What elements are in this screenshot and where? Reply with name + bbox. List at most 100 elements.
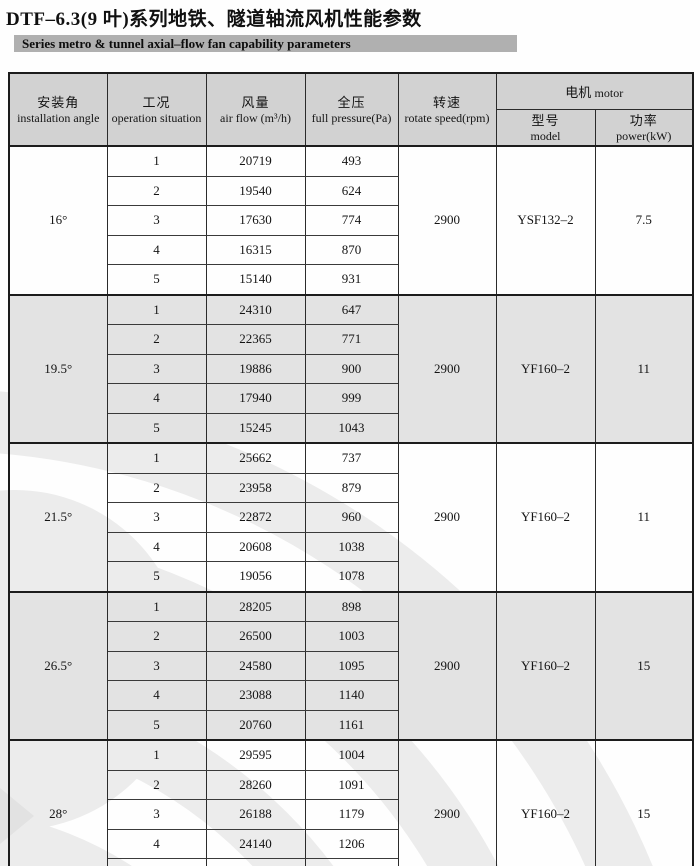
cell-full-pressure: 960 (304, 502, 399, 533)
table-row: 3 17630 774 (9, 205, 693, 236)
cell-operation-situation: 5 (106, 561, 207, 592)
header-airflow-en: air flow (m³/h) (220, 110, 291, 125)
cell-full-pressure: 900 (304, 354, 399, 384)
table-row: 2 19540 624 (9, 176, 693, 206)
cell-motor-power: 11 (594, 293, 694, 443)
cell-operation-situation: 5 (106, 413, 207, 443)
table-row: 4 16315 870 (9, 235, 693, 265)
cell-full-pressure: 1212 (304, 858, 399, 866)
cell-air-flow: 26500 (205, 621, 306, 652)
cell-full-pressure: 1078 (304, 561, 399, 592)
cell-motor-model: YF160–2 (495, 293, 596, 443)
cell-full-pressure: 898 (304, 590, 399, 622)
cell-air-flow: 21228 (205, 858, 306, 866)
cell-rotate-speed: 2900 (397, 293, 497, 443)
header-motor: 电机 motor (495, 72, 694, 110)
cell-full-pressure: 1003 (304, 621, 399, 652)
cell-motor-power: 15 (594, 739, 694, 866)
cell-installation-angle: 16° (8, 145, 108, 295)
table-row: 2 23958 879 (9, 473, 693, 503)
header-model-en: model (530, 128, 561, 143)
page-title: DTF–6.3(9 叶)系列地铁、隧道轴流风机性能参数 (6, 9, 422, 30)
table-row: 4 20608 1038 (9, 532, 693, 562)
cell-operation-situation: 5 (106, 858, 207, 866)
cell-air-flow: 23958 (205, 473, 306, 503)
cell-air-flow: 20719 (205, 145, 306, 177)
cell-full-pressure: 1004 (304, 739, 399, 771)
header-motor-en: motor (594, 86, 624, 100)
header-power-zh: 功率 (629, 112, 658, 128)
cell-air-flow: 19886 (205, 354, 306, 384)
cell-air-flow: 24580 (205, 651, 306, 681)
table-header: 安装角 installation angle 工况 operation situ… (8, 72, 694, 147)
cell-full-pressure: 1179 (304, 799, 399, 830)
table-row: 28° 1 29595 1004 2900 YF160–2 15 (8, 739, 694, 866)
table-row: 3 19886 900 (9, 354, 693, 384)
cell-operation-situation: 1 (106, 442, 207, 474)
fan-parameters-table: 安装角 installation angle 工况 operation situ… (8, 72, 694, 866)
cell-installation-angle: 28° (8, 739, 108, 866)
cell-full-pressure: 931 (304, 264, 399, 295)
table-row: 5 19056 1078 (9, 561, 693, 592)
cell-air-flow: 22872 (205, 502, 306, 533)
cell-air-flow: 17940 (205, 383, 306, 414)
header-operation-situation: 工况 operation situation (106, 72, 207, 147)
cell-motor-power: 7.5 (594, 145, 694, 295)
cell-operation-situation: 2 (106, 473, 207, 503)
table-row: 21.5° 1 25662 737 2900 YF160–2 11 (8, 442, 694, 592)
cell-full-pressure: 1161 (304, 710, 399, 740)
cell-operation-situation: 3 (106, 651, 207, 681)
table-row: 2 28260 1091 (9, 770, 693, 800)
cell-air-flow: 20608 (205, 532, 306, 562)
cell-rotate-speed: 2900 (397, 739, 497, 866)
header-power-en: power(kW) (616, 128, 672, 143)
cell-full-pressure: 1140 (304, 680, 399, 711)
cell-operation-situation: 3 (106, 354, 207, 384)
header-speed-zh: 转速 (432, 94, 461, 110)
cell-full-pressure: 1206 (304, 829, 399, 859)
cell-operation-situation: 1 (106, 145, 207, 177)
cell-air-flow: 20760 (205, 710, 306, 740)
cell-operation-situation: 2 (106, 176, 207, 206)
cell-operation-situation: 1 (106, 739, 207, 771)
cell-motor-model: YF160–2 (495, 590, 596, 740)
cell-operation-situation: 2 (106, 621, 207, 652)
cell-motor-power: 11 (594, 442, 694, 592)
cell-full-pressure: 771 (304, 324, 399, 355)
header-angle-zh: 安装角 (37, 94, 80, 110)
header-angle-en: installation angle (17, 110, 100, 125)
header-motor-zh: 电机 (565, 85, 592, 100)
cell-motor-model: YF160–2 (495, 442, 596, 592)
cell-air-flow: 16315 (205, 235, 306, 265)
cell-air-flow: 24310 (205, 293, 306, 325)
cell-air-flow: 19540 (205, 176, 306, 206)
cell-installation-angle: 26.5° (8, 590, 108, 740)
header-airflow-zh: 风量 (241, 94, 270, 110)
cell-full-pressure: 879 (304, 473, 399, 503)
cell-full-pressure: 647 (304, 293, 399, 325)
header-pressure-en: full pressure(Pa) (311, 110, 392, 125)
cell-operation-situation: 4 (106, 235, 207, 265)
cell-air-flow: 28205 (205, 590, 306, 622)
cell-air-flow: 26188 (205, 799, 306, 830)
header-model-zh: 型号 (531, 112, 560, 128)
header-air-flow: 风量 air flow (m³/h) (205, 72, 306, 147)
table-row: 3 26188 1179 (9, 799, 693, 830)
table-row: 5 20760 1161 (9, 710, 693, 740)
cell-full-pressure: 1095 (304, 651, 399, 681)
table-row: 2 26500 1003 (9, 621, 693, 652)
cell-operation-situation: 3 (106, 502, 207, 533)
cell-air-flow: 28260 (205, 770, 306, 800)
cell-full-pressure: 1043 (304, 413, 399, 443)
table-row: 4 24140 1206 (9, 829, 693, 859)
table-row: 5 15245 1043 (9, 413, 693, 443)
cell-full-pressure: 774 (304, 205, 399, 236)
cell-installation-angle: 19.5° (8, 293, 108, 443)
table-row: 5 15140 931 (9, 264, 693, 295)
table-row: 4 17940 999 (9, 383, 693, 414)
cell-full-pressure: 1091 (304, 770, 399, 800)
cell-rotate-speed: 2900 (397, 145, 497, 295)
cell-operation-situation: 4 (106, 383, 207, 414)
table-row: 16° 1 20719 493 2900 YSF132–2 7.5 (8, 145, 694, 295)
